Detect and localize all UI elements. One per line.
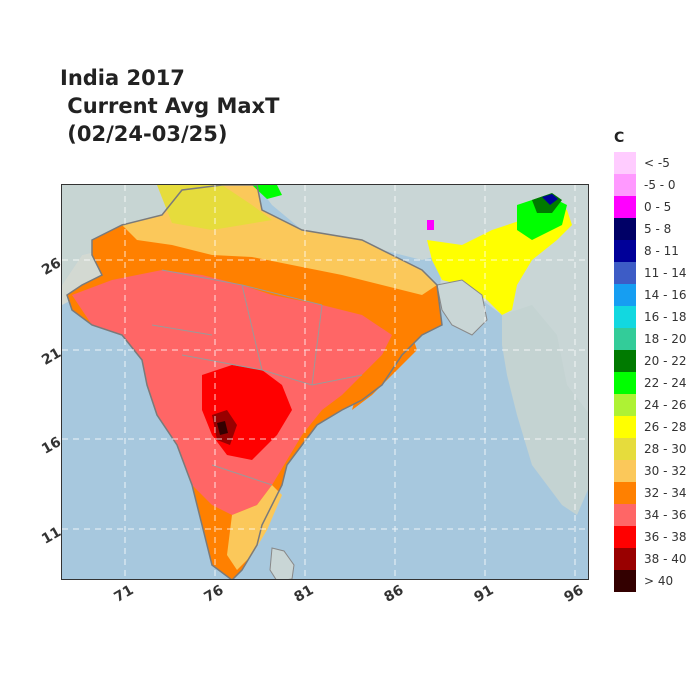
legend-label: < -5 (644, 156, 670, 170)
lon-tick-96: 96 (561, 582, 587, 606)
graticule (62, 185, 588, 579)
legend-swatch (614, 262, 636, 284)
lon-tick-76: 76 (201, 582, 227, 606)
legend-item: 11 - 14 (614, 262, 687, 284)
legend-swatch (614, 284, 636, 306)
map-svg (62, 185, 588, 579)
legend-item: 26 - 28 (614, 416, 687, 438)
lon-tick-86: 86 (381, 582, 407, 606)
legend-item: 8 - 11 (614, 240, 687, 262)
title-line-3: (02/24-03/25) (60, 122, 228, 146)
legend-item: 20 - 22 (614, 350, 687, 372)
legend-label: 34 - 36 (644, 508, 687, 522)
sri-lanka (269, 547, 295, 579)
bangladesh (436, 279, 488, 336)
legend-item: 24 - 26 (614, 394, 687, 416)
legend-item: 5 - 8 (614, 218, 687, 240)
legend-swatch (614, 416, 636, 438)
legend-item: < -5 (614, 152, 687, 174)
lon-tick-81: 81 (291, 582, 317, 606)
legend-label: 0 - 5 (644, 200, 672, 214)
legend-item: -5 - 0 (614, 174, 687, 196)
legend-label: 24 - 26 (644, 398, 687, 412)
legend-swatch (614, 526, 636, 548)
kashmir-cool (252, 185, 282, 199)
legend-label: 5 - 8 (644, 222, 672, 236)
title-line-2: Current Avg MaxT (60, 94, 280, 118)
legend-item: 30 - 32 (614, 460, 687, 482)
legend-label: 16 - 18 (644, 310, 687, 324)
legend-label: 14 - 16 (644, 288, 687, 302)
legend-label: 38 - 40 (644, 552, 687, 566)
legend-item: 14 - 16 (614, 284, 687, 306)
legend-label: > 40 (644, 574, 674, 588)
legend-swatch (614, 306, 636, 328)
legend-label: 32 - 34 (644, 486, 687, 500)
lat-tick-21: 21 (39, 345, 64, 369)
legend-label: 36 - 38 (644, 530, 687, 544)
legend-swatch (614, 196, 636, 218)
terrain-northwest (62, 185, 257, 285)
legend-label: 26 - 28 (644, 420, 687, 434)
temperature-map (61, 184, 589, 580)
hotspot-over-40 (217, 421, 228, 435)
legend-label: 20 - 22 (644, 354, 687, 368)
lon-tick-71: 71 (111, 582, 137, 606)
legend-label: 28 - 30 (644, 442, 687, 456)
legend-label: 8 - 11 (644, 244, 679, 258)
legend-item: 36 - 38 (614, 526, 687, 548)
legend-item: > 40 (614, 570, 687, 592)
legend-label: 22 - 24 (644, 376, 687, 390)
legend-label: 11 - 14 (644, 266, 687, 280)
title-line-1: India 2017 (60, 66, 185, 90)
legend-swatch (614, 152, 636, 174)
map-title: India 2017 Current Avg MaxT (02/24-03/25… (60, 64, 360, 148)
legend-swatch (614, 570, 636, 592)
legend: < -5 -5 - 0 0 - 5 5 - 8 8 - 11 11 - 14 14 - 16… (614, 152, 687, 592)
legend-swatch (614, 438, 636, 460)
legend-item: 18 - 20 (614, 328, 687, 350)
lat-tick-26: 26 (39, 255, 64, 279)
lat-tick-11: 11 (39, 524, 64, 548)
legend-label: -5 - 0 (644, 178, 676, 192)
legend-item: 38 - 40 (614, 548, 687, 570)
legend-swatch (614, 548, 636, 570)
legend-item: 32 - 34 (614, 482, 687, 504)
south-coast (227, 485, 282, 570)
legend-swatch (614, 174, 636, 196)
legend-item: 0 - 5 (614, 196, 687, 218)
lon-tick-91: 91 (471, 582, 497, 606)
india-border (66, 185, 443, 579)
lat-tick-16: 16 (39, 434, 64, 458)
legend-item: 16 - 18 (614, 306, 687, 328)
legend-swatch (614, 504, 636, 526)
legend-label: 18 - 20 (644, 332, 687, 346)
legend-label: 30 - 32 (644, 464, 687, 478)
legend-swatch (614, 460, 636, 482)
east-coast (352, 335, 417, 410)
legend-item: 28 - 30 (614, 438, 687, 460)
legend-swatch (614, 240, 636, 262)
state-borders (151, 269, 363, 486)
legend-item: 22 - 24 (614, 372, 687, 394)
legend-item: 34 - 36 (614, 504, 687, 526)
legend-swatch (614, 350, 636, 372)
legend-swatch (614, 394, 636, 416)
legend-swatch (614, 482, 636, 504)
northeast-coldest (542, 194, 558, 205)
sikkim-cold (427, 220, 434, 230)
legend-swatch (614, 328, 636, 350)
legend-swatch (614, 218, 636, 240)
legend-swatch (614, 372, 636, 394)
legend-title: C (614, 130, 625, 146)
terrain-east (502, 305, 588, 515)
